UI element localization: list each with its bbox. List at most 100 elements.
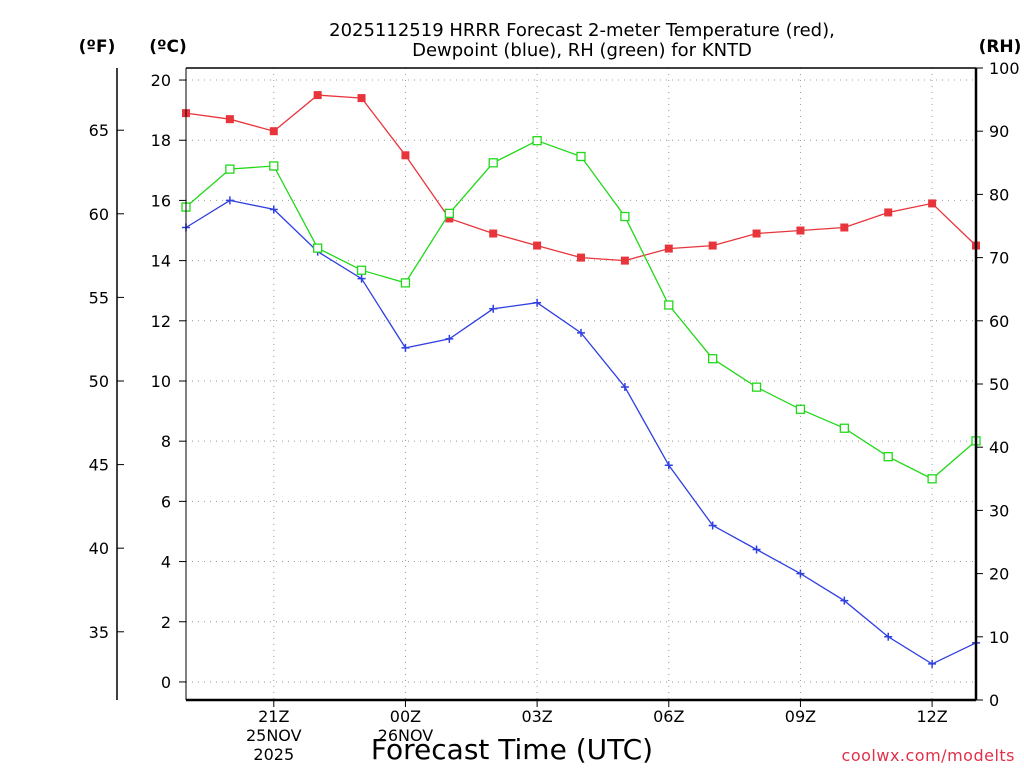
temperature-point <box>533 241 542 250</box>
dewpoint-point <box>225 196 234 205</box>
rh-point <box>927 474 937 484</box>
fahrenheit-tick-label: 50 <box>89 372 109 391</box>
rh-point <box>269 161 279 171</box>
rh-tick-label: 10 <box>989 628 1009 647</box>
plot-frame <box>185 67 978 702</box>
rh-tick-label: 30 <box>989 501 1009 520</box>
celsius-tick-label: 2 <box>161 613 171 632</box>
celsius-tick-label: 20 <box>151 71 171 90</box>
chart-title-line1: 2025112519 HRRR Forecast 2-meter Tempera… <box>329 20 835 41</box>
rh-point <box>225 164 235 174</box>
temperature-point <box>269 127 278 136</box>
x-tick-label: 21Z <box>258 707 289 726</box>
temperature-point <box>664 244 673 253</box>
credit-link[interactable]: coolwx.com/modelts <box>842 746 1015 765</box>
rh-tick-label: 60 <box>989 312 1009 331</box>
celsius-unit-label: (ºC) <box>149 37 187 57</box>
x-tick-label: 09Z <box>785 707 816 726</box>
dewpoint-point <box>796 569 805 578</box>
temperature-point <box>708 241 717 250</box>
rh-point <box>356 265 367 275</box>
dewpoint-point <box>357 274 366 283</box>
rh-unit-label: (RH) <box>979 37 1022 57</box>
rh-point <box>664 300 674 310</box>
dewpoint-point <box>752 545 761 554</box>
rh-tick-label: 40 <box>989 438 1009 457</box>
fahrenheit-tick-label: 35 <box>89 623 109 642</box>
dewpoint-point <box>445 334 454 343</box>
x-tick-year-label: 2025 <box>253 745 294 764</box>
rh-point <box>620 211 630 222</box>
x-axis-label: Forecast Time (UTC) <box>371 733 653 766</box>
temperature-point <box>577 253 585 262</box>
dewpoint-point <box>401 343 410 352</box>
celsius-tick-label: 4 <box>161 553 171 572</box>
rh-tick-label: 50 <box>989 375 1009 394</box>
celsius-tick-label: 0 <box>161 673 171 692</box>
celsius-tick-label: 16 <box>151 191 171 210</box>
temperature-point <box>796 226 805 235</box>
celsius-tick-label: 8 <box>161 432 171 451</box>
dewpoint-point <box>269 205 278 214</box>
rh-point <box>795 404 806 414</box>
temperature-point <box>313 91 322 100</box>
rh-tick-label: 90 <box>989 122 1009 141</box>
x-tick-date-label: 26NOV <box>378 726 434 745</box>
temperature-point <box>752 229 761 238</box>
fahrenheit-tick-label: 45 <box>89 456 109 475</box>
rh-point <box>313 243 323 253</box>
rh-point <box>751 382 762 392</box>
dewpoint-point <box>620 383 629 392</box>
celsius-tick-label: 6 <box>161 492 171 511</box>
dewpoint-point <box>664 461 673 470</box>
x-tick-label: 06Z <box>653 707 684 726</box>
rh-tick-label: 80 <box>989 185 1009 204</box>
temperature-point <box>445 214 454 223</box>
rh-point <box>576 151 586 162</box>
dewpoint-point <box>928 659 937 668</box>
rh-point <box>839 423 849 433</box>
data-series <box>181 91 981 668</box>
temperature-point <box>489 229 498 238</box>
rh-point <box>444 208 454 219</box>
celsius-tick-label: 10 <box>151 372 171 391</box>
rh-tick-label: 70 <box>989 249 1009 268</box>
temperature-point <box>840 223 849 232</box>
celsius-tick-label: 12 <box>151 312 171 331</box>
rh-tick-label: 100 <box>989 59 1020 78</box>
rh-tick-label: 20 <box>989 565 1009 584</box>
rh-point <box>532 136 542 146</box>
temperature-point <box>225 115 234 124</box>
temperature-point <box>357 94 366 103</box>
rh-tick-label: 0 <box>989 691 999 710</box>
chart-title-line2: Dewpoint (blue), RH (green) for KNTD <box>412 40 752 61</box>
x-tick-date-label: 25NOV <box>246 726 302 745</box>
dewpoint-point <box>533 298 542 307</box>
rh-point <box>400 278 411 288</box>
fahrenheit-tick-label: 40 <box>89 539 109 558</box>
gridlines <box>186 68 976 700</box>
fahrenheit-tick-label: 60 <box>89 205 109 224</box>
temperature-point <box>884 208 893 217</box>
dewpoint-point <box>577 328 585 337</box>
dewpoint-point <box>708 521 717 530</box>
temperature-point <box>928 199 937 208</box>
rh-point <box>488 158 498 168</box>
celsius-tick-label: 14 <box>151 252 171 271</box>
celsius-tick-label: 18 <box>151 131 171 150</box>
dewpoint-point <box>884 632 893 641</box>
temperature-point <box>401 151 410 160</box>
fahrenheit-unit-label: (ºF) <box>79 37 116 57</box>
dewpoint-line <box>185 199 977 665</box>
x-tick-label: 12Z <box>916 707 947 726</box>
temperature-line <box>185 94 977 262</box>
x-tick-label: 00Z <box>390 707 421 726</box>
dewpoint-point <box>840 596 849 605</box>
dewpoint-point <box>489 304 498 313</box>
rh-point <box>708 354 718 364</box>
temperature-point <box>620 256 629 265</box>
fahrenheit-tick-label: 55 <box>89 288 109 307</box>
rh-line <box>185 139 977 480</box>
rh-point <box>883 452 893 462</box>
